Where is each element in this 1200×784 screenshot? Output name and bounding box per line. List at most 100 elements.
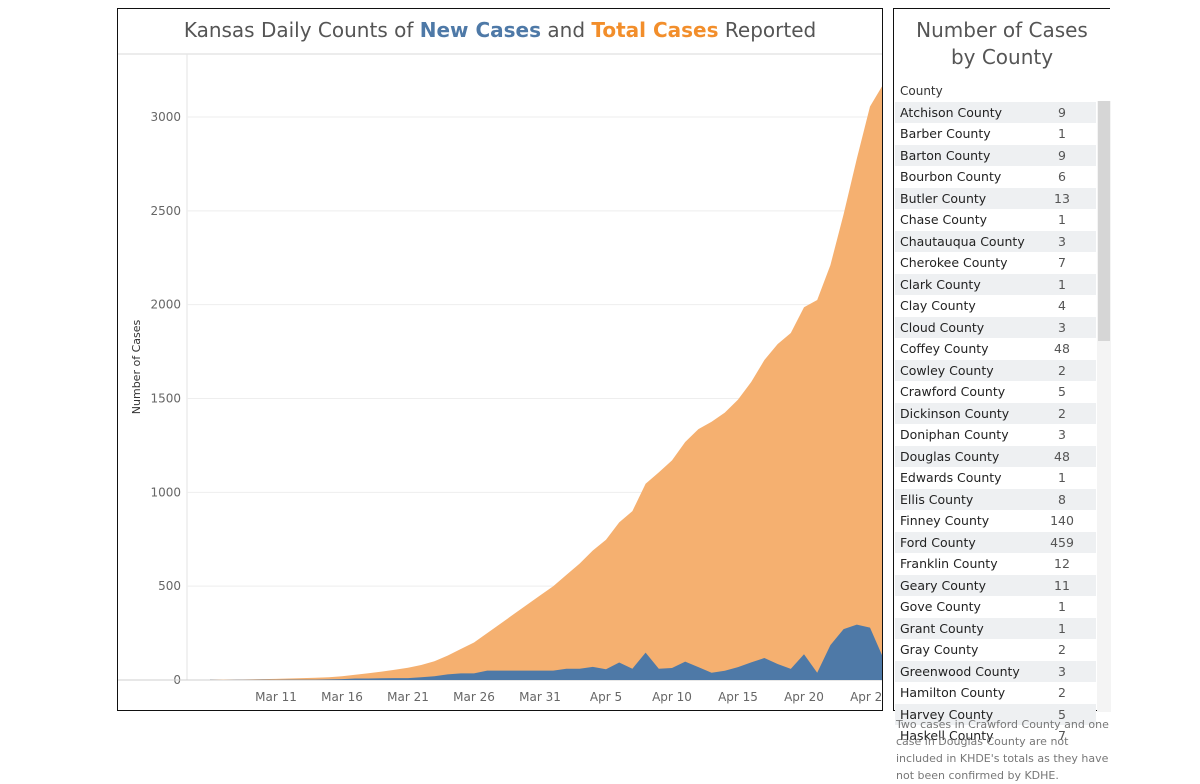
x-tick-label: Mar 31 [519,690,561,704]
county-name: Hamilton County [900,685,1006,701]
panel-title-line1: Number of Cases [916,18,1088,42]
county-name: Gove County [900,599,981,615]
county-name: Barber County [900,126,991,142]
table-row[interactable]: Clay County 4 [895,294,1096,317]
y-tick-label: 500 [158,579,181,593]
county-count: 1 [1058,212,1066,228]
county-name: Cowley County [900,362,994,378]
table-row[interactable]: Chase County 1 [895,208,1096,231]
table-row[interactable]: Crawford County 5 [895,380,1096,403]
table-row[interactable]: Cloud County 3 [895,316,1096,338]
county-name: Barton County [900,147,991,163]
scrollbar-thumb[interactable] [1098,101,1110,341]
x-tick-label: Mar 16 [321,690,363,704]
county-name: Clay County [900,298,976,314]
y-axis-title: Number of Cases [130,320,143,415]
table-row[interactable]: Geary County 11 [895,574,1096,596]
table-row[interactable]: Edwards County 1 [895,466,1096,489]
x-tick-label: Apr 20 [784,690,824,704]
county-count: 140 [1050,513,1074,529]
county-panel: Number of Cases by County County Atchiso… [893,8,1111,743]
x-tick-label: Mar 11 [255,690,297,704]
x-tick-label: Apr 25 [850,690,882,704]
county-name: Cherokee County [900,255,1008,271]
county-name: Clark County [900,276,981,292]
county-count: 1 [1058,126,1066,142]
county-name: Cloud County [900,319,985,335]
table-row[interactable]: Doniphan County 3 [895,423,1096,446]
chart-title-prefix: Kansas Daily Counts of [183,18,420,42]
county-name: Chase County [900,212,988,228]
county-name: Bourbon County [900,169,1002,185]
table-row[interactable]: Franklin County 12 [895,552,1096,575]
county-count: 2 [1058,362,1066,378]
table-row[interactable]: Ellis County 8 [895,488,1096,510]
county-name: Finney County [900,513,990,529]
table-row[interactable]: Coffey County 48 [895,337,1096,360]
table-row[interactable]: Barber County 1 [895,122,1096,145]
chart-title-new-cases: New Cases [419,18,542,42]
total-cases-area [210,86,882,680]
county-count: 2 [1058,642,1066,658]
y-tick-label: 2500 [150,204,181,218]
table-row[interactable]: Greenwood County 3 [895,660,1096,682]
county-name: Dickinson County [900,405,1010,421]
county-table: Atchison County 9 Barber County 1 Barton Cou… [895,101,1096,746]
county-count: 4 [1058,298,1066,314]
county-count: 8 [1058,491,1066,507]
table-row[interactable]: Gove County 1 [895,595,1096,618]
table-row[interactable]: Cowley County 2 [895,359,1096,381]
table-row[interactable]: Barton County 9 [895,144,1096,166]
y-tick-label: 1500 [150,392,181,406]
table-row[interactable]: Gray County 2 [895,638,1096,661]
table-row[interactable]: Hamilton County 2 [895,681,1096,704]
table-row[interactable]: Clark County 1 [895,273,1096,295]
table-row[interactable]: Grant County 1 [895,617,1096,639]
panel-title-line2: by County [950,45,1054,69]
y-tick-label: 3000 [150,110,181,124]
county-count: 459 [1050,534,1074,550]
table-row[interactable]: Chautauqua County 3 [895,230,1096,252]
county-count: 48 [1054,341,1070,357]
table-row[interactable]: Butler County 13 [895,187,1096,209]
table-row[interactable]: Ford County 459 [895,531,1096,553]
y-tick-label: 2000 [150,298,181,312]
table-row[interactable]: Dickinson County 2 [895,402,1096,424]
y-tick-label: 1000 [150,485,181,499]
county-count: 13 [1054,190,1070,206]
county-name: Geary County [900,577,987,593]
county-count: 3 [1058,427,1066,443]
new-cases-area [210,624,882,680]
table-row[interactable]: Atchison County 9 [895,101,1096,123]
county-name: Ellis County [900,491,974,507]
x-tick-label: Mar 21 [387,690,429,704]
table-row[interactable]: Douglas County 48 [895,445,1096,467]
county-count: 12 [1054,556,1070,572]
table-row[interactable]: Haskell County 7 [895,724,1096,747]
table-row[interactable]: Finney County 140 [895,509,1096,532]
chart-frame: Kansas Daily Counts of New Cases and Tot… [117,8,883,711]
x-tick-label: Apr 15 [718,690,758,704]
county-name: Butler County [900,190,987,206]
table-row[interactable]: Cherokee County 7 [895,251,1096,274]
x-tick-label: Mar 26 [453,690,495,704]
table-row[interactable]: Harvey County 5 [895,703,1096,725]
panel-title: Number of Cases by County [894,17,1110,71]
county-name: Ford County [900,534,976,550]
table-scrollbar[interactable] [1097,101,1111,712]
county-count: 5 [1058,384,1066,400]
county-count: 6 [1058,169,1066,185]
county-count: 3 [1058,319,1066,335]
county-count: 3 [1058,233,1066,249]
county-count: 1 [1058,620,1066,636]
table-row[interactable]: Bourbon County 6 [895,165,1096,188]
county-name: Franklin County [900,556,998,572]
county-count: 3 [1058,663,1066,679]
county-name: Doniphan County [900,427,1009,443]
county-count: 9 [1058,147,1066,163]
county-count: 1 [1058,470,1066,486]
footnote: Two cases in Crawford County and one cas… [896,718,1109,782]
county-count: 9 [1058,104,1066,120]
county-name: Atchison County [900,104,1003,120]
